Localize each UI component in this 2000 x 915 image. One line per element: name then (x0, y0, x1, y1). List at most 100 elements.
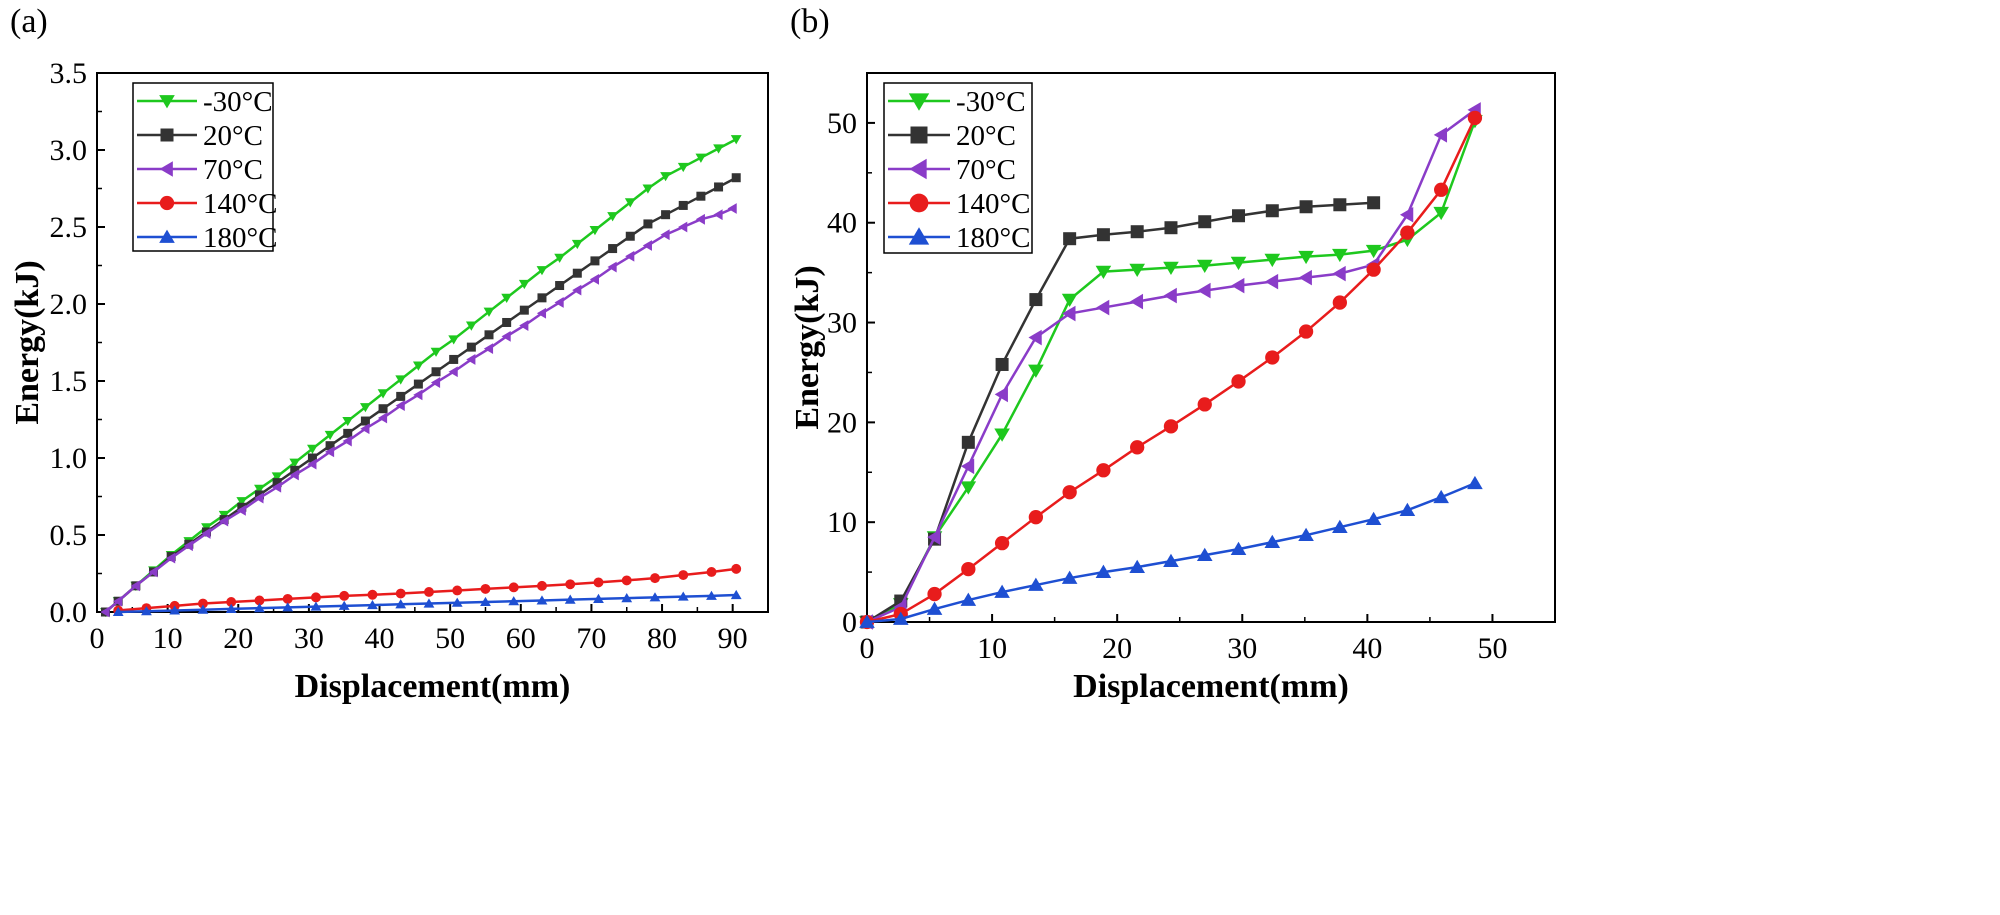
data-point (926, 601, 943, 615)
data-point (449, 354, 459, 364)
data-point (423, 598, 435, 608)
series-180°C (859, 475, 1483, 628)
data-point (1028, 577, 1044, 591)
data-point (1433, 127, 1448, 143)
y-tick-label: 0 (842, 606, 857, 639)
data-point (1163, 287, 1177, 304)
data-point (593, 593, 604, 603)
data-point (995, 357, 1009, 371)
data-point (1230, 541, 1247, 555)
legend-marker (160, 128, 174, 142)
data-point (927, 586, 942, 602)
data-point (1365, 511, 1382, 526)
data-point (360, 403, 371, 413)
series-180°C (112, 589, 742, 617)
x-tick-label: 20 (1102, 632, 1132, 665)
data-point (465, 321, 477, 331)
legend-label: -30°C (956, 86, 1026, 118)
data-point (1197, 282, 1211, 299)
data-point (555, 281, 565, 291)
data-point (130, 580, 140, 592)
data-point (1264, 253, 1281, 268)
data-point (254, 484, 265, 494)
data-point (713, 144, 724, 154)
data-point (1231, 374, 1246, 389)
data-point (424, 587, 434, 597)
data-point (396, 391, 406, 401)
data-point (859, 614, 875, 628)
data-point (338, 600, 350, 610)
legend-label: 180°C (956, 222, 1030, 254)
data-point (608, 244, 618, 254)
x-tick-label: 80 (647, 622, 677, 655)
data-point (413, 379, 423, 389)
data-point (360, 423, 370, 435)
x-tick-label: 0 (860, 632, 875, 665)
data-point (961, 435, 975, 449)
data-point (271, 481, 282, 493)
data-point (1367, 196, 1381, 210)
data-point (395, 400, 405, 412)
data-point (994, 535, 1010, 551)
data-point (1332, 265, 1346, 282)
data-point (661, 210, 671, 220)
data-point (448, 366, 458, 378)
data-point (483, 343, 494, 355)
data-point (1264, 534, 1281, 548)
data-point (960, 481, 977, 495)
data-point (148, 566, 158, 578)
data-point (324, 430, 336, 441)
data-point (501, 330, 511, 342)
data-point (1163, 419, 1179, 434)
data-point (536, 595, 548, 605)
data-point (554, 297, 564, 308)
data-point (100, 606, 110, 618)
data-point (484, 330, 494, 340)
data-point (271, 472, 283, 482)
data-point (1061, 293, 1078, 307)
y-tick-label: 20 (827, 406, 857, 439)
legend-label: 70°C (956, 154, 1016, 186)
series-70°C (100, 203, 737, 618)
data-point (282, 593, 293, 604)
data-point (730, 589, 742, 600)
data-point (1095, 265, 1112, 280)
data-point (607, 261, 617, 273)
legend-marker (909, 193, 929, 213)
data-point (1332, 519, 1348, 534)
data-point (1129, 263, 1145, 278)
x-tick-label: 40 (1352, 632, 1382, 665)
data-point (537, 580, 547, 591)
data-point (589, 226, 601, 236)
data-point (395, 599, 407, 609)
data-point (695, 213, 705, 225)
data-point (183, 540, 193, 552)
x-tick-label: 30 (1227, 632, 1257, 665)
data-point (695, 153, 707, 163)
data-point (678, 200, 688, 210)
y-tick-label: 10 (827, 506, 857, 539)
data-point (254, 490, 264, 500)
data-point (677, 162, 689, 173)
data-point (1028, 510, 1044, 525)
data-point (994, 386, 1008, 403)
data-point (960, 458, 975, 475)
y-axis-title: Energy(kJ) (9, 260, 46, 424)
data-point (564, 594, 576, 604)
data-point (994, 584, 1010, 598)
x-tick-label: 10 (153, 622, 183, 655)
legend-label: -30°C (203, 86, 273, 118)
data-point (1265, 204, 1279, 218)
data-point (1434, 182, 1449, 197)
panel-label: (a) (10, 3, 48, 40)
data-point (927, 529, 941, 545)
data-point (413, 389, 423, 401)
data-point (324, 446, 335, 458)
data-point (310, 601, 322, 611)
y-tick-label: 50 (827, 107, 857, 140)
data-point (1130, 440, 1145, 455)
data-point (1164, 221, 1178, 235)
data-point (141, 606, 152, 616)
